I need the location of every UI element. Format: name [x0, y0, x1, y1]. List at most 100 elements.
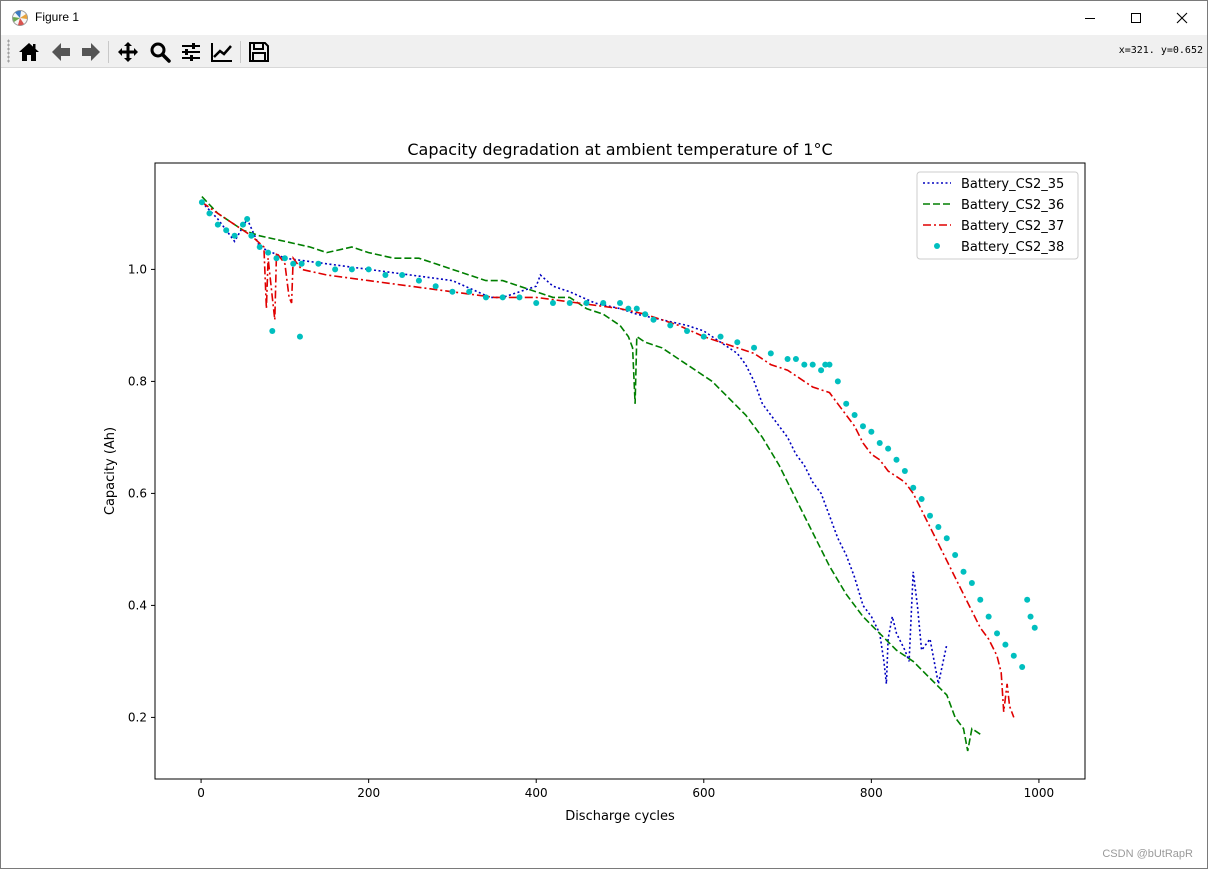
data-point [952, 552, 959, 558]
data-point [985, 613, 992, 620]
data-point [834, 378, 841, 385]
data-point [466, 288, 473, 295]
save-button[interactable] [246, 39, 272, 65]
minimize-button[interactable] [1067, 1, 1113, 35]
data-point [214, 221, 221, 228]
data-point [533, 300, 540, 306]
data-point [415, 277, 422, 284]
data-point [583, 300, 590, 306]
data-point [851, 412, 858, 418]
data-point [549, 300, 556, 306]
data-point [256, 244, 263, 250]
data-point [826, 361, 833, 368]
data-point [1031, 624, 1038, 631]
data-point [239, 221, 246, 228]
data-point [1024, 596, 1031, 603]
save-icon [249, 42, 269, 62]
data-point [296, 333, 303, 340]
maximize-button[interactable] [1113, 1, 1159, 35]
chart-title: Capacity degradation at ambient temperat… [407, 140, 832, 159]
edit-axis-button[interactable] [209, 39, 235, 65]
data-point [801, 361, 808, 368]
minimize-icon [1085, 18, 1095, 19]
data-point [650, 316, 657, 323]
zoom-button[interactable] [147, 39, 173, 65]
x-axis-label: Discharge cycles [565, 809, 675, 824]
data-point [298, 260, 305, 267]
data-point [633, 305, 640, 312]
forward-button[interactable] [78, 39, 104, 65]
data-point [977, 596, 984, 603]
x-tick-label: 1000 [1024, 786, 1055, 800]
data-point [499, 294, 506, 301]
toolbar-separator [108, 41, 109, 63]
data-point [809, 361, 816, 368]
data-point [625, 305, 632, 312]
legend-marker [934, 243, 940, 249]
data-point [1010, 652, 1017, 659]
data-point [960, 568, 967, 575]
data-point [223, 227, 230, 234]
forward-arrow-icon [82, 43, 100, 61]
data-point [935, 524, 942, 530]
data-point [667, 322, 674, 329]
x-tick-label: 600 [692, 786, 715, 800]
data-point [893, 456, 900, 463]
title-bar[interactable]: Figure 1 [1, 1, 1207, 35]
maximize-icon [1131, 13, 1141, 23]
y-axis-label: Capacity (Ah) [103, 427, 118, 515]
close-button[interactable] [1159, 1, 1205, 35]
data-point [767, 350, 774, 357]
back-button[interactable] [48, 39, 74, 65]
data-point [700, 333, 707, 340]
x-tick-label: 200 [357, 786, 380, 800]
data-point [600, 300, 607, 306]
series-Battery_CS2_38 [198, 199, 1038, 670]
x-tick-label: 0 [197, 786, 205, 800]
series-line [201, 196, 981, 752]
series-line [201, 201, 1015, 718]
chart-svg[interactable]: Capacity degradation at ambient temperat… [1, 68, 1207, 868]
data-point [365, 266, 372, 273]
y-tick-label: 0.8 [128, 374, 147, 388]
data-point [382, 272, 389, 278]
home-button[interactable] [16, 39, 42, 65]
data-point [449, 288, 456, 295]
data-point [843, 400, 850, 407]
coordinate-readout: x=321. y=0.652 [1118, 45, 1203, 56]
y-tick-label: 0.2 [128, 710, 147, 724]
data-point [910, 484, 917, 491]
watermark: CSDN @bUtRapR [1102, 848, 1193, 860]
data-point [868, 428, 875, 435]
data-point [1002, 641, 1009, 648]
y-tick-label: 0.4 [128, 598, 147, 612]
data-point [315, 260, 322, 267]
legend-label: Battery_CS2_37 [961, 219, 1064, 234]
data-point [784, 356, 791, 362]
pan-button[interactable] [115, 39, 141, 65]
data-point [642, 311, 649, 318]
legend: Battery_CS2_35 Battery_CS2_36 Battery_CS2_… [916, 171, 1079, 260]
x-tick-label: 800 [860, 786, 883, 800]
data-point [792, 356, 799, 362]
zoom-icon [150, 42, 171, 63]
series-Battery_CS2_36 [201, 196, 981, 752]
configure-subplots-button[interactable] [178, 39, 204, 65]
data-point [269, 328, 276, 334]
data-point [290, 260, 297, 267]
y-tick-label: 0.6 [128, 486, 147, 500]
data-point [1027, 613, 1034, 620]
data-point [859, 423, 866, 430]
toolbar-grip[interactable] [7, 39, 10, 63]
data-point [482, 294, 489, 301]
data-point [265, 249, 272, 256]
data-point [751, 344, 758, 351]
figure-canvas[interactable]: Capacity degradation at ambient temperat… [1, 68, 1207, 868]
data-point [332, 266, 339, 273]
data-point [617, 300, 623, 306]
data-point [281, 255, 288, 262]
matplotlib-app-icon [12, 10, 28, 26]
window-title: Figure 1 [35, 10, 80, 24]
data-point [717, 333, 724, 340]
